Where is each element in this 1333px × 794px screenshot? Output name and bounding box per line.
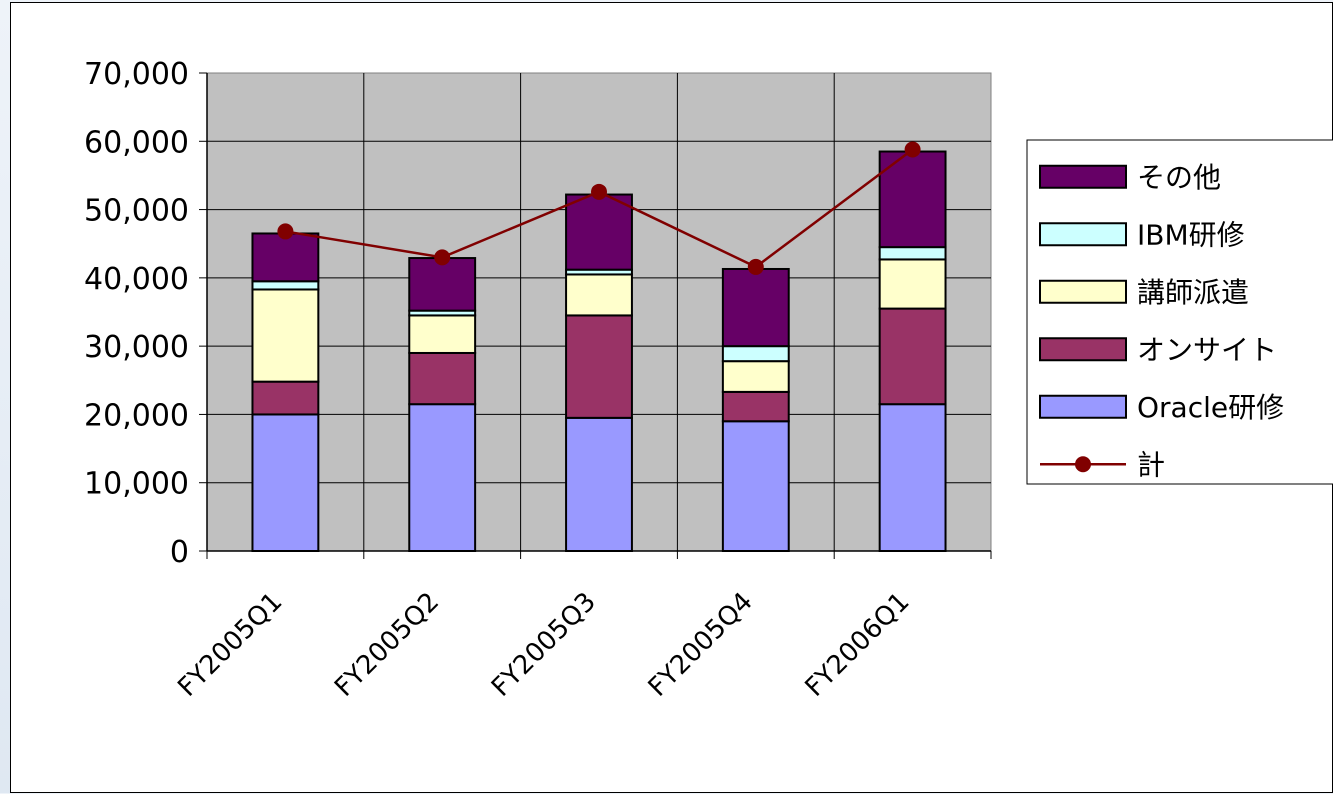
legend-swatch [1039, 394, 1127, 419]
bar-segment [251, 288, 320, 383]
total-point [591, 183, 607, 200]
bar-segment [251, 413, 320, 552]
y-tick-label: 30,000 [84, 330, 189, 365]
legend-label: オンサイト [1137, 333, 1277, 366]
bar-segment [721, 360, 790, 393]
bar-segment [251, 380, 320, 416]
y-tick-label: 0 [170, 535, 189, 570]
bar-segment [878, 258, 947, 310]
legend-label: Oracle研修 [1137, 391, 1284, 424]
x-tick-label: FY2006Q1 [800, 587, 916, 703]
legend-swatch [1039, 279, 1127, 304]
legend-line-marker [1075, 456, 1091, 473]
bar-segment [721, 420, 790, 552]
bar-segment [251, 232, 320, 283]
bar-segment [408, 351, 477, 406]
bar-segment [408, 314, 477, 354]
legend-label: 講師派遣 [1137, 276, 1249, 309]
y-tick-label: 20,000 [84, 398, 189, 433]
legend-label: IBM研修 [1137, 218, 1245, 251]
bar-segment [408, 257, 477, 312]
y-tick-label: 70,000 [84, 57, 189, 92]
legend-label: 計 [1137, 448, 1165, 481]
total-point [904, 141, 921, 158]
total-point [434, 249, 451, 266]
chart-svg: 0 10,000 20,000 30,000 40,000 50,000 60,000 70,… [84, 57, 1333, 703]
legend-swatch [1039, 222, 1127, 247]
legend-label: その他 [1137, 161, 1221, 194]
y-tick-label: 60,000 [84, 125, 189, 160]
bar-segment [251, 280, 320, 291]
legend-swatch [1039, 337, 1127, 362]
y-tick-label: 10,000 [84, 467, 189, 502]
x-tick-label: FY2005Q4 [643, 587, 759, 703]
total-point [747, 258, 764, 275]
bar-segment [721, 267, 790, 348]
legend-swatch [1039, 164, 1127, 189]
bar-segment [565, 416, 633, 553]
chart-area: 0 10,000 20,000 30,000 40,000 50,000 60,000 70,… [10, 2, 1333, 793]
x-tick-label: FY2005Q3 [486, 587, 602, 703]
y-tick-label: 40,000 [84, 262, 189, 297]
bar-segment [721, 345, 790, 363]
bar-segment [565, 193, 633, 271]
bar-segment [408, 403, 477, 552]
legend-box [1026, 139, 1333, 485]
bar-segment [565, 273, 633, 317]
y-tick-label: 50,000 [84, 194, 189, 229]
bar-segment [878, 403, 947, 552]
bar-segment [565, 314, 633, 419]
total-point [277, 223, 294, 240]
bar-segment [878, 307, 947, 406]
x-tick-label: FY2005Q1 [172, 587, 288, 703]
x-tick-label: FY2005Q2 [329, 587, 445, 703]
bar-segment [721, 390, 790, 423]
bar-segment [878, 246, 947, 261]
